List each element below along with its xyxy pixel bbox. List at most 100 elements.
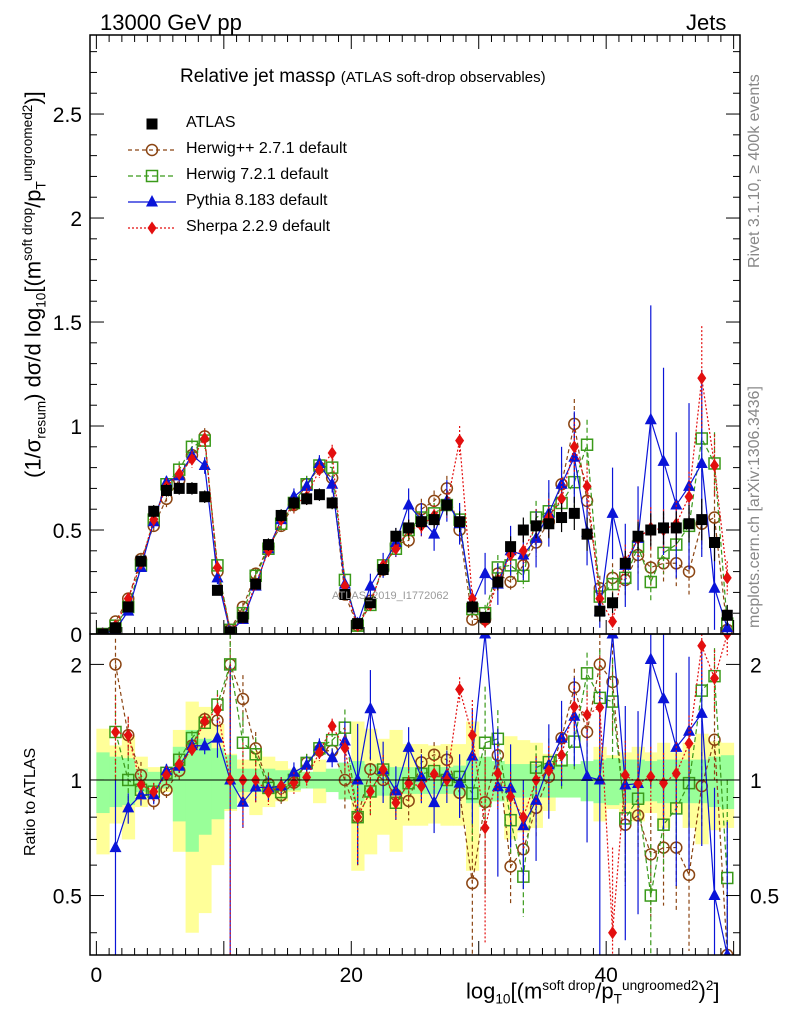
atlas-point xyxy=(390,530,402,542)
series-point-3 xyxy=(364,579,377,591)
ratio-point-3 xyxy=(236,795,249,807)
atlas-point xyxy=(683,518,695,530)
ratio-panel-marks xyxy=(109,634,734,955)
ratio-point-2 xyxy=(325,733,339,747)
ratio-point-4 xyxy=(200,714,210,728)
series-point-4 xyxy=(518,544,528,558)
x-tick-label: 0 xyxy=(91,964,103,987)
x-label-close: ] xyxy=(713,978,720,1004)
atlas-point xyxy=(543,518,555,530)
atlas-point xyxy=(364,597,376,609)
atlas-point xyxy=(581,528,593,540)
ratio-point-3 xyxy=(644,652,657,664)
ratio-point-1 xyxy=(160,783,173,797)
y-tick-label: 2.5 xyxy=(53,104,82,127)
ratio-point-4 xyxy=(569,700,579,714)
legend-label-herwigpp: Herwig++ 2.7.1 default xyxy=(186,140,347,157)
ratio-point-4 xyxy=(722,634,732,641)
series-point-3 xyxy=(300,479,313,491)
atlas-point xyxy=(288,497,300,509)
atlas-point xyxy=(454,516,466,528)
legend-marker-3 xyxy=(146,195,158,207)
atlas-point xyxy=(466,601,478,613)
atlas-point xyxy=(160,484,172,496)
ratio-band-inner xyxy=(211,748,225,820)
y-label-b1: [(m xyxy=(20,260,46,293)
ratio-point-3 xyxy=(364,701,377,714)
main-panel-marks xyxy=(96,305,734,634)
series-point-4 xyxy=(595,592,605,606)
series-point-4 xyxy=(212,560,222,574)
ratio-point-4 xyxy=(340,741,350,755)
ratio-band-inner xyxy=(198,738,212,835)
header-right: Jets xyxy=(686,10,727,35)
atlas-point xyxy=(377,564,389,576)
y-tick-label: 2 xyxy=(70,208,82,231)
series-point-4 xyxy=(557,492,567,506)
ratio-point-4 xyxy=(302,770,312,784)
ratio-point-2 xyxy=(478,736,492,750)
series-point-4 xyxy=(200,431,210,445)
atlas-point xyxy=(352,618,364,630)
ratio-point-4 xyxy=(378,763,388,777)
ratio-point-3 xyxy=(723,948,731,955)
series-line-2 xyxy=(102,436,728,634)
x-label-end: ) xyxy=(698,978,706,1004)
watermark: ATLAS_2019_I1772062 xyxy=(332,590,449,602)
atlas-point xyxy=(199,491,211,503)
atlas-point xyxy=(237,611,249,623)
series-point-4 xyxy=(582,479,592,493)
y-tick-label: 0 xyxy=(70,624,82,647)
atlas-point xyxy=(594,605,606,617)
x-label-t: T xyxy=(613,991,622,1007)
ratio-tick-label: 1 xyxy=(70,770,82,793)
series-point-2 xyxy=(606,577,619,591)
ratio-point-3 xyxy=(695,706,708,718)
atlas-point xyxy=(415,516,427,528)
y-axis-label: (1/σresum) dσ/d log10[(msoft drop/pTungr… xyxy=(20,91,49,478)
x-label-b1: [(m xyxy=(510,978,543,1004)
ratio-point-4 xyxy=(263,785,273,799)
x-axis-label: log10[(msoft drop/pTungroomed2)2] xyxy=(466,978,720,1007)
atlas-point xyxy=(428,514,440,526)
y-tick-label: 1 xyxy=(70,416,82,439)
series-point-4 xyxy=(187,452,197,466)
x-tick-label: 20 xyxy=(340,964,363,987)
atlas-point xyxy=(262,539,274,551)
y-tick-label: 1.5 xyxy=(53,312,82,335)
atlas-point xyxy=(632,530,644,542)
ratio-point-1 xyxy=(466,876,479,890)
x-label-sq: 2 xyxy=(705,978,714,993)
series-point-4 xyxy=(327,446,337,460)
y-label-ten: 10 xyxy=(33,292,49,308)
x-label-two: 2 xyxy=(690,978,699,993)
chart-title: Relative jet massρ (ATLAS soft-drop obse… xyxy=(180,66,546,88)
header-left: 13000 GeV pp xyxy=(100,10,242,35)
ratio-point-3 xyxy=(326,750,339,763)
atlas-point xyxy=(148,505,160,517)
x-label-ug: ungroomed xyxy=(622,978,691,993)
legend-label-pythia: Pythia 8.183 default xyxy=(186,192,328,209)
atlas-point xyxy=(301,493,313,505)
y-label-slash: /p xyxy=(20,189,46,208)
x-label-log: log xyxy=(466,978,496,1004)
series-point-4 xyxy=(455,434,465,448)
ratio-point-3 xyxy=(198,738,211,751)
series-point-3 xyxy=(211,570,224,583)
atlas-point xyxy=(619,557,631,569)
legend-label-sherpa: Sherpa 2.2.9 default xyxy=(186,218,331,235)
y-label-two: 2 xyxy=(20,104,35,113)
atlas-point xyxy=(530,520,542,532)
ratio-point-4 xyxy=(187,743,197,757)
ratio-point-4 xyxy=(697,639,707,653)
series-line-1 xyxy=(102,423,728,634)
atlas-point xyxy=(709,536,721,548)
ratio-point-4 xyxy=(161,768,171,782)
ratio-point-3 xyxy=(504,781,517,793)
atlas-point xyxy=(173,482,185,494)
ratio-band-inner xyxy=(567,764,582,798)
atlas-point xyxy=(109,622,121,634)
atlas-point xyxy=(275,509,287,521)
ratio-tick-label: 2 xyxy=(70,654,82,677)
